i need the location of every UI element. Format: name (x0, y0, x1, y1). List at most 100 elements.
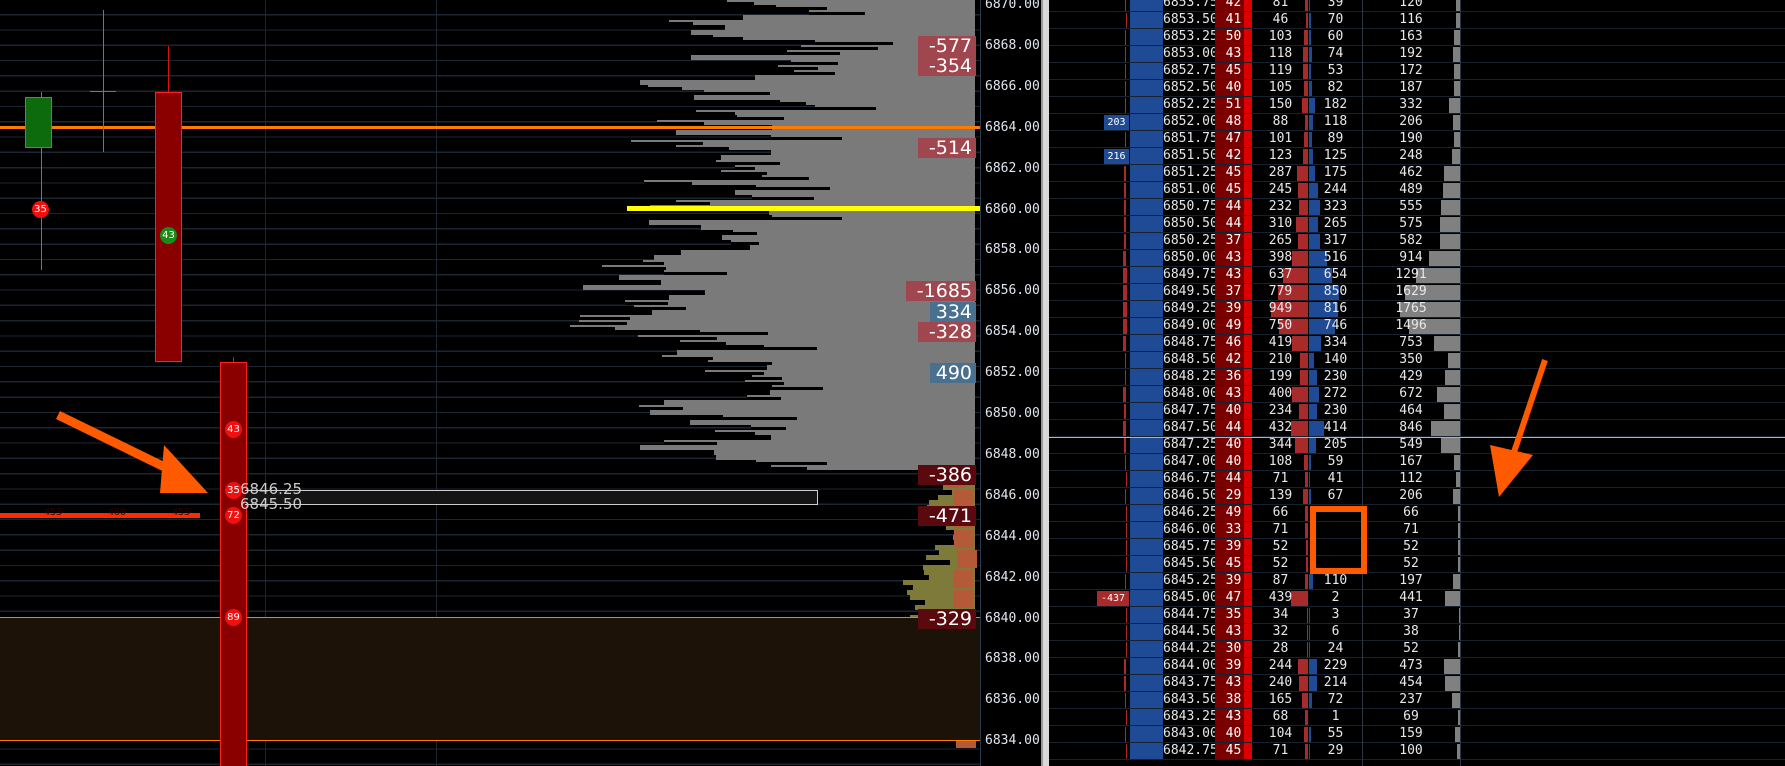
ladder-row[interactable]: 6851.25 45 287 175 462 (1049, 165, 1785, 182)
price-cell[interactable]: 6849.00 (1163, 318, 1218, 333)
price-cell[interactable]: 6848.75 (1163, 335, 1218, 350)
ask-depth-cell[interactable] (1130, 590, 1163, 606)
price-cell[interactable]: 6845.25 (1163, 573, 1218, 588)
ladder-row[interactable]: 6849.75 43 637 654 1291 (1049, 267, 1785, 284)
ladder-row[interactable]: 6844.75 35 34 3 37 (1049, 607, 1785, 624)
ask-depth-cell[interactable] (1130, 199, 1163, 215)
price-cell[interactable]: 6844.00 (1163, 658, 1218, 673)
ladder-row[interactable]: 6848.00 43 400 272 672 (1049, 386, 1785, 403)
ladder-row[interactable]: 6847.00 40 108 59 167 (1049, 454, 1785, 471)
ask-depth-cell[interactable] (1130, 386, 1163, 402)
ask-depth-cell[interactable] (1130, 165, 1163, 181)
ladder-row[interactable]: 6849.50 37 779 850 1629 (1049, 284, 1785, 301)
price-cell[interactable]: 6846.00 (1163, 522, 1218, 537)
ladder-row[interactable]: 6849.00 49 750 746 1496 (1049, 318, 1785, 335)
count-cell[interactable]: 39 (1215, 539, 1252, 555)
ladder-row[interactable]: 6847.50 44 432 414 846 (1049, 420, 1785, 437)
ladder-row[interactable]: 6850.25 37 265 317 582 (1049, 233, 1785, 250)
ladder-row[interactable]: 6845.50 45 52 52 (1049, 556, 1785, 573)
ladder-row[interactable]: 6847.25 40 344 205 549 (1049, 437, 1785, 454)
count-cell[interactable]: 43 (1215, 267, 1252, 283)
ask-depth-cell[interactable] (1130, 675, 1163, 691)
price-cell[interactable]: 6850.75 (1163, 199, 1218, 214)
price-cell[interactable]: 6843.50 (1163, 692, 1218, 707)
price-cell[interactable]: 6844.75 (1163, 607, 1218, 622)
count-cell[interactable]: 45 (1215, 556, 1252, 572)
count-cell[interactable]: 30 (1215, 641, 1252, 657)
price-cell[interactable]: 6853.00 (1163, 46, 1218, 61)
ladder-row[interactable]: 6843.25 43 68 1 69 (1049, 709, 1785, 726)
count-cell[interactable]: 44 (1215, 420, 1252, 436)
price-cell[interactable]: 6846.50 (1163, 488, 1218, 503)
price-ladder[interactable]: 6853.75 42 81 39 120 6853.50 41 46 70 116 6853.25 5… (1049, 0, 1785, 766)
ask-depth-cell[interactable] (1130, 46, 1163, 62)
ask-depth-cell[interactable] (1130, 250, 1163, 266)
count-cell[interactable]: 43 (1215, 675, 1252, 691)
price-cell[interactable]: 6849.50 (1163, 284, 1218, 299)
count-cell[interactable]: 45 (1215, 182, 1252, 198)
price-cell[interactable]: 6853.75 (1163, 0, 1218, 10)
count-cell[interactable]: 45 (1215, 743, 1252, 759)
count-cell[interactable]: 36 (1215, 369, 1252, 385)
price-chart[interactable]: 453 460 453 6846.25 6845.50 35 43 43 35 72 89… (0, 0, 1040, 766)
price-cell[interactable]: 6852.75 (1163, 63, 1218, 78)
ask-depth-cell[interactable] (1130, 12, 1163, 28)
price-cell[interactable]: 6852.25 (1163, 97, 1218, 112)
count-cell[interactable]: 49 (1215, 318, 1252, 334)
count-cell[interactable]: 40 (1215, 437, 1252, 453)
price-cell[interactable]: 6848.50 (1163, 352, 1218, 367)
ladder-row[interactable]: 6847.75 40 234 230 464 (1049, 403, 1785, 420)
count-cell[interactable]: 50 (1215, 29, 1252, 45)
count-cell[interactable]: 46 (1215, 335, 1252, 351)
candle-doji[interactable] (90, 91, 116, 92)
count-cell[interactable]: 43 (1215, 709, 1252, 725)
ask-depth-cell[interactable] (1130, 573, 1163, 589)
price-cell[interactable]: 6845.00 (1163, 590, 1218, 605)
ask-depth-cell[interactable] (1130, 131, 1163, 147)
ask-depth-cell[interactable] (1130, 0, 1163, 11)
ladder-row[interactable]: 6845.25 39 87 110 197 (1049, 573, 1785, 590)
ask-depth-cell[interactable] (1130, 539, 1163, 555)
ask-depth-cell[interactable] (1130, 403, 1163, 419)
ask-depth-cell[interactable] (1130, 505, 1163, 521)
count-cell[interactable]: 44 (1215, 199, 1252, 215)
ask-depth-cell[interactable] (1130, 437, 1163, 453)
ask-depth-cell[interactable] (1130, 97, 1163, 113)
price-cell[interactable]: 6850.00 (1163, 250, 1218, 265)
ask-depth-cell[interactable] (1130, 284, 1163, 300)
ask-depth-cell[interactable] (1130, 369, 1163, 385)
count-cell[interactable]: 47 (1215, 590, 1252, 606)
price-cell[interactable]: 6843.25 (1163, 709, 1218, 724)
price-cell[interactable]: 6843.00 (1163, 726, 1218, 741)
ladder-row[interactable]: 6850.50 44 310 265 575 (1049, 216, 1785, 233)
count-cell[interactable]: 42 (1215, 352, 1252, 368)
count-cell[interactable]: 40 (1215, 454, 1252, 470)
count-cell[interactable]: 44 (1215, 471, 1252, 487)
ask-depth-cell[interactable] (1130, 233, 1163, 249)
count-cell[interactable]: 33 (1215, 522, 1252, 538)
price-cell[interactable]: 6842.75 (1163, 743, 1218, 758)
price-cell[interactable]: 6844.25 (1163, 641, 1218, 656)
count-cell[interactable]: 37 (1215, 233, 1252, 249)
ask-depth-cell[interactable] (1130, 182, 1163, 198)
ask-depth-cell[interactable] (1130, 454, 1163, 470)
ask-depth-cell[interactable] (1130, 726, 1163, 742)
ladder-row[interactable]: 6848.25 36 199 230 429 (1049, 369, 1785, 386)
ladder-row[interactable]: 6848.75 46 419 334 753 (1049, 335, 1785, 352)
price-cell[interactable]: 6851.00 (1163, 182, 1218, 197)
count-cell[interactable]: 41 (1215, 12, 1252, 28)
ask-depth-cell[interactable] (1130, 641, 1163, 657)
count-cell[interactable]: 43 (1215, 386, 1252, 402)
price-cell[interactable]: 6843.75 (1163, 675, 1218, 690)
ladder-row[interactable]: 6846.50 29 139 67 206 (1049, 488, 1785, 505)
count-cell[interactable]: 44 (1215, 216, 1252, 232)
price-cell[interactable]: 6847.00 (1163, 454, 1218, 469)
ask-depth-cell[interactable] (1130, 420, 1163, 436)
price-cell[interactable]: 6851.25 (1163, 165, 1218, 180)
ask-depth-cell[interactable] (1130, 352, 1163, 368)
count-cell[interactable]: 42 (1215, 148, 1252, 164)
price-cell[interactable]: 6847.50 (1163, 420, 1218, 435)
price-cell[interactable]: 6849.25 (1163, 301, 1218, 316)
ask-depth-cell[interactable] (1130, 335, 1163, 351)
ask-depth-cell[interactable] (1130, 301, 1163, 317)
